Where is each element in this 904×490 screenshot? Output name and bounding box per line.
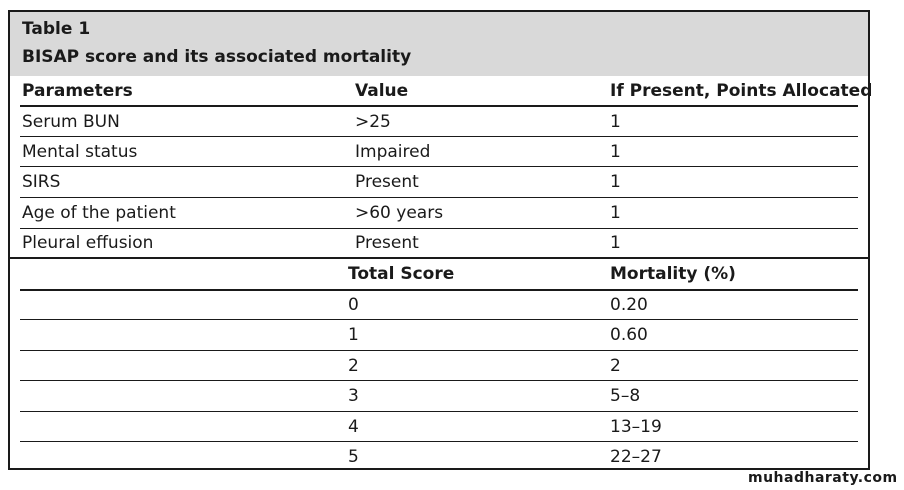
param-points: 1 (610, 142, 621, 162)
param-value: Impaired (355, 142, 431, 162)
section-divider (10, 257, 868, 259)
row-divider (20, 411, 858, 412)
total-score: 4 (348, 417, 359, 437)
mortality-value: 0.20 (610, 295, 648, 315)
row-divider (20, 350, 858, 351)
watermark: muhadharaty.com (748, 470, 898, 486)
table-caption: Table 1 BISAP score and its associated m… (10, 12, 868, 76)
mortality-value: 2 (610, 356, 621, 376)
mortality-value: 0.60 (610, 325, 648, 345)
header-divider (20, 105, 858, 107)
header-value: Value (355, 81, 409, 101)
row-divider (20, 136, 858, 137)
param-name: Age of the patient (22, 203, 176, 223)
param-value: Present (355, 172, 419, 192)
param-points: 1 (610, 203, 621, 223)
param-name: SIRS (22, 172, 61, 192)
header-divider (20, 289, 858, 291)
total-score: 1 (348, 325, 359, 345)
param-points: 1 (610, 233, 621, 253)
param-value: Present (355, 233, 419, 253)
header-total-score: Total Score (348, 264, 455, 284)
table-title: Table 1 (22, 19, 91, 39)
total-score: 5 (348, 447, 359, 467)
header-mortality: Mortality (%) (610, 264, 736, 284)
bisap-table: Table 1 BISAP score and its associated m… (8, 10, 873, 470)
total-score: 3 (348, 386, 359, 406)
mortality-value: 22–27 (610, 447, 662, 467)
param-points: 1 (610, 112, 621, 132)
row-divider (20, 380, 858, 381)
row-divider (20, 197, 858, 198)
param-name: Pleural effusion (22, 233, 154, 253)
row-divider (20, 441, 858, 442)
header-points: If Present, Points Allocated (610, 81, 873, 101)
total-score: 2 (348, 356, 359, 376)
row-divider (20, 228, 858, 229)
row-divider (20, 319, 858, 320)
total-score: 0 (348, 295, 359, 315)
row-divider (20, 166, 858, 167)
table-subtitle: BISAP score and its associated mortality (22, 47, 412, 67)
header-parameters: Parameters (22, 81, 133, 101)
param-name: Mental status (22, 142, 138, 162)
param-value: >25 (355, 112, 391, 132)
mortality-value: 13–19 (610, 417, 662, 437)
param-value: >60 years (355, 203, 444, 223)
param-points: 1 (610, 172, 621, 192)
param-name: Serum BUN (22, 112, 120, 132)
mortality-value: 5–8 (610, 386, 641, 406)
